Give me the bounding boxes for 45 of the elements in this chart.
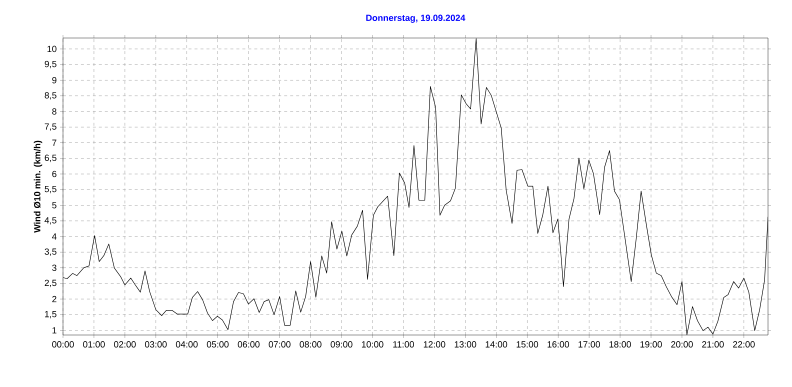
y-tick-label: 1,5 bbox=[45, 311, 56, 318]
y-tick-label: 6 bbox=[52, 170, 56, 178]
x-tick-label: 21:00 bbox=[702, 341, 724, 348]
x-tick-label: 13:00 bbox=[454, 341, 476, 348]
x-tick-label: 17:00 bbox=[578, 341, 600, 348]
y-tick-label: 8 bbox=[52, 108, 56, 115]
y-tick-label: 7 bbox=[52, 140, 56, 146]
y-tick-label: 2 bbox=[52, 296, 56, 302]
y-tick-label: 7,5 bbox=[44, 123, 56, 131]
y-tick-label: 3 bbox=[52, 264, 56, 271]
x-tick-label: 02:00 bbox=[114, 341, 136, 348]
y-tick-label: 5,5 bbox=[44, 186, 56, 194]
x-tick-label: 11:00 bbox=[393, 341, 414, 348]
y-tick-label: 2,5 bbox=[44, 280, 56, 288]
line-series bbox=[63, 38, 768, 335]
x-tick-label: 16:00 bbox=[548, 341, 570, 348]
chart-title: Donnerstag, 19.09.2024 bbox=[366, 14, 466, 23]
x-tick-label: 07:00 bbox=[268, 341, 291, 348]
x-tick-label: 18:00 bbox=[610, 341, 631, 348]
y-tick-label: 4,5 bbox=[44, 217, 56, 225]
y-axis-title: Wind Ø10 min. (km/h) bbox=[34, 140, 42, 233]
x-tick-label: 19:00 bbox=[640, 341, 662, 348]
y-tick-label: 3,5 bbox=[44, 248, 56, 256]
y-tick-label: 9,5 bbox=[44, 60, 56, 68]
x-tick-label: 08:00 bbox=[300, 341, 322, 348]
x-tick-label: 06:00 bbox=[238, 341, 260, 348]
y-tick-label: 5 bbox=[52, 202, 56, 208]
x-tick-label: 00:00 bbox=[52, 341, 74, 348]
y-tick-label: 9 bbox=[52, 77, 56, 84]
x-tick-label: 10:00 bbox=[362, 341, 384, 348]
x-tick-label: 22:00 bbox=[733, 341, 755, 348]
x-tick-label: 12:00 bbox=[424, 341, 446, 348]
y-tick-label: 8,5 bbox=[44, 92, 56, 100]
y-tick-label: 1 bbox=[52, 327, 56, 334]
x-tick-label: 14:00 bbox=[486, 341, 508, 348]
x-tick-label: 01:00 bbox=[83, 341, 105, 348]
x-tick-label: 20:00 bbox=[671, 341, 693, 348]
x-tick-label: 09:00 bbox=[330, 341, 352, 348]
y-tick-label: 6,5 bbox=[44, 154, 56, 162]
x-tick-label: 04:00 bbox=[176, 341, 198, 348]
x-tick-label: 15:00 bbox=[516, 341, 538, 348]
y-tick-label: 10 bbox=[48, 46, 56, 52]
x-tick-label: 03:00 bbox=[144, 341, 167, 348]
y-tick-label: 4 bbox=[52, 233, 57, 240]
x-tick-label: 05:00 bbox=[206, 341, 229, 348]
